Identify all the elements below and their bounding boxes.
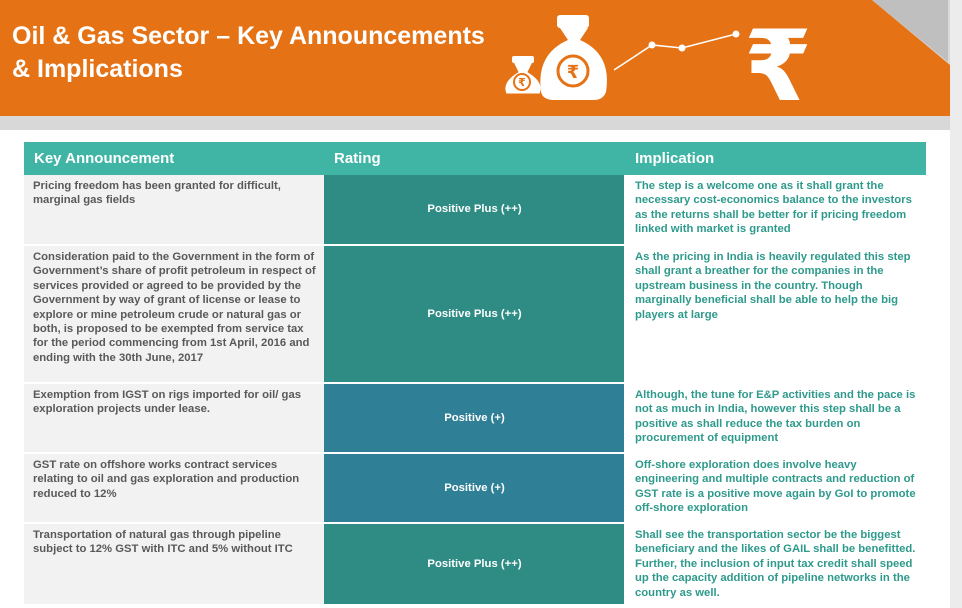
announcement-cell: GST rate on offshore works contract serv…	[24, 453, 324, 524]
rating-cell: Positive Plus (++)	[324, 175, 625, 246]
title-line-2: & Implications	[12, 55, 183, 83]
money-bag-rupee-icon: ₹	[540, 15, 607, 100]
table-row: Pricing freedom has been granted for dif…	[24, 175, 926, 246]
table-row: Transportation of natural gas through pi…	[24, 523, 926, 607]
header-illustration: ₹ ₹ ₹	[504, 0, 962, 116]
header-banner: Oil & Gas Sector – Key Announcements & I…	[0, 0, 962, 116]
column-header-rating: Rating	[324, 142, 625, 175]
implication-cell: Although, the tune for E&P activities an…	[624, 383, 926, 454]
implication-cell: Off-shore exploration does involve heavy…	[624, 453, 926, 524]
announcement-cell: Transportation of natural gas through pi…	[24, 523, 324, 607]
small-money-bag-icon: ₹	[504, 56, 542, 95]
header-divider	[0, 116, 950, 130]
table-header-row: Key Announcement Rating Implication	[24, 142, 926, 175]
rating-cell: Positive Plus (++)	[324, 245, 625, 384]
page-title: Oil & Gas Sector – Key Announcements & I…	[12, 20, 485, 86]
implication-cell: The step is a welcome one as it shall gr…	[624, 175, 926, 246]
table-row: GST rate on offshore works contract serv…	[24, 453, 926, 524]
column-header-implication: Implication	[625, 142, 926, 175]
slide-edge	[950, 0, 962, 608]
announcement-cell: Consideration paid to the Government in …	[24, 245, 324, 384]
announcement-cell: Exemption from IGST on rigs imported for…	[24, 383, 324, 454]
table-row: Consideration paid to the Government in …	[24, 245, 926, 384]
svg-text:₹: ₹	[518, 76, 526, 89]
table-row: Exemption from IGST on rigs imported for…	[24, 383, 926, 454]
implication-cell: As the pricing in India is heavily regul…	[624, 245, 926, 384]
announcements-table: Key Announcement Rating Implication Pric…	[24, 142, 926, 607]
column-header-announcement: Key Announcement	[24, 142, 324, 175]
rating-cell: Positive (+)	[324, 453, 625, 524]
title-line-1: Oil & Gas Sector – Key Announcements	[12, 22, 485, 50]
implication-cell: Shall see the transportation sector be t…	[624, 523, 926, 607]
rating-cell: Positive (+)	[324, 383, 625, 454]
rupee-symbol-icon: ₹	[744, 10, 812, 116]
rising-trend-line-icon	[613, 30, 740, 71]
svg-text:₹: ₹	[567, 62, 580, 83]
announcement-cell: Pricing freedom has been granted for dif…	[24, 175, 324, 246]
rating-cell: Positive Plus (++)	[324, 523, 625, 607]
